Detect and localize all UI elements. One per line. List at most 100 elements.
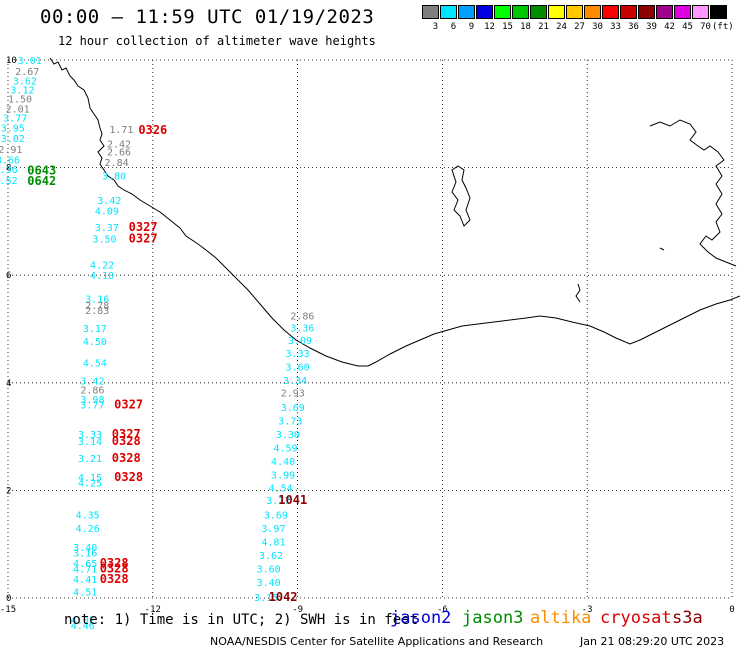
wave-height-value: 3.40 bbox=[73, 543, 97, 554]
wave-height-value: 3.77 bbox=[3, 114, 27, 125]
legend-swatch bbox=[566, 5, 583, 19]
wave-height-value: 4.26 bbox=[76, 524, 100, 535]
wave-height-value: 2.01 bbox=[6, 104, 30, 115]
legend-swatch bbox=[656, 5, 673, 19]
legend-bin-label: 70 bbox=[700, 22, 711, 32]
wave-height-value: 4.54 bbox=[83, 358, 107, 369]
y-tick-label: 10 bbox=[6, 56, 17, 66]
pass-time-label: 0327 bbox=[129, 232, 158, 246]
x-tick-label: 0 bbox=[729, 605, 734, 615]
pass-time-label: 0643 bbox=[27, 163, 56, 177]
wave-height-value: 3.69 bbox=[281, 403, 305, 414]
wave-height-value: 4.41 bbox=[73, 575, 97, 586]
wave-height-value: 3.60 bbox=[257, 564, 281, 575]
coastline bbox=[49, 57, 740, 367]
wave-height-value: 4.50 bbox=[83, 337, 107, 348]
legend-swatch bbox=[548, 5, 565, 19]
wave-height-value: 4.35 bbox=[76, 511, 100, 522]
y-tick-label: 4 bbox=[6, 379, 11, 389]
wave-height-value: 3.98 bbox=[80, 395, 104, 406]
legend-bin-label: 39 bbox=[646, 22, 657, 32]
y-tick-label: 6 bbox=[6, 271, 11, 281]
wave-height-value: 4.46 bbox=[71, 621, 95, 632]
wave-height-value: 2.91 bbox=[0, 145, 22, 156]
wave-height-value: 3.09 bbox=[288, 336, 312, 347]
pass-time-label: 0327 bbox=[114, 397, 143, 411]
wave-height-value: 4.22 bbox=[90, 260, 114, 271]
wave-height-value: 3.33 bbox=[286, 349, 310, 360]
satellite-pass-labels: 0326064306420327032703270327032803280328… bbox=[27, 123, 307, 604]
wave-height-value: 2.78 bbox=[85, 301, 109, 312]
wave-height-value: 3.16 bbox=[85, 294, 109, 305]
satellite-s3a-label: s3a bbox=[672, 608, 703, 628]
units-note: note: 1) Time is in UTC; 2) SWH is in fe… bbox=[64, 612, 419, 628]
legend-bin-label: 27 bbox=[574, 22, 585, 32]
pass-time-label: 0328 bbox=[100, 572, 129, 586]
wave-height-value: 2.42 bbox=[107, 139, 131, 150]
legend-swatch bbox=[602, 5, 619, 19]
pass-time-label: 0327 bbox=[129, 220, 158, 234]
wave-height-value: 4.40 bbox=[271, 457, 295, 468]
legend-swatch bbox=[620, 5, 637, 19]
wave-height-value: 2.86 bbox=[80, 385, 104, 396]
west-african-coastline bbox=[49, 57, 740, 367]
wave-height-value: 4.54 bbox=[269, 484, 293, 495]
wave-height-value: 3.42 bbox=[80, 377, 104, 388]
pass-time-label: 1041 bbox=[278, 493, 307, 507]
wave-height-value: 2.84 bbox=[105, 158, 129, 169]
legend-bin-label: 30 bbox=[592, 22, 603, 32]
wave-height-value: 3.52 bbox=[0, 176, 18, 187]
wave-height-value: 3.12 bbox=[10, 86, 34, 97]
legend-swatch bbox=[710, 5, 727, 19]
wave-height-value: 4.10 bbox=[90, 271, 114, 282]
wave-height-value: 3.77 bbox=[266, 496, 290, 507]
legend-bin-label: 42 bbox=[664, 22, 675, 32]
wave-height-value: 3.36 bbox=[0, 165, 18, 176]
x-tick-label: -3 bbox=[582, 605, 593, 615]
wave-height-value: 4.25 bbox=[78, 478, 102, 489]
wave-height-value: 3.15 bbox=[254, 593, 278, 604]
x-tick-label: -9 bbox=[292, 605, 303, 615]
wave-height-value: 3.36 bbox=[290, 323, 314, 334]
wave-height-value: 3.77 bbox=[80, 400, 104, 411]
wave-height-value: 3.42 bbox=[97, 196, 121, 207]
wave-height-value: 3.33 bbox=[78, 430, 102, 441]
wave-height-value: 4.02 bbox=[71, 616, 95, 627]
wave-height-value: 1.71 bbox=[109, 125, 133, 136]
legend-bin-label: 45 bbox=[682, 22, 693, 32]
legend-swatch bbox=[584, 5, 601, 19]
wave-height-value: 3.37 bbox=[95, 223, 119, 234]
y-tick-label: 2 bbox=[6, 486, 11, 496]
credit-text: NOAA/NESDIS Center for Satellite Applica… bbox=[210, 635, 544, 648]
legend-bin-label: 15 bbox=[502, 22, 513, 32]
wave-height-value: 3.97 bbox=[261, 524, 285, 535]
legend-bin-label: 33 bbox=[610, 22, 621, 32]
satellite-cryosat-label: cryosat bbox=[600, 608, 672, 628]
pass-time-label: 0328 bbox=[112, 434, 141, 448]
legend-bin-label: 12 bbox=[484, 22, 495, 32]
legend-unit-label: (ft) bbox=[712, 22, 734, 32]
pass-time-label: 0328 bbox=[112, 451, 141, 465]
wave-height-value: 3.62 bbox=[13, 76, 37, 87]
pass-time-label: 0328 bbox=[114, 470, 143, 484]
map-axes: -15 -12 -9 -6 -3 0 0 2 4 6 8 10 bbox=[0, 56, 735, 615]
generated-timestamp: Jan 21 08:29:20 UTC 2023 bbox=[580, 635, 725, 648]
legend-swatch bbox=[494, 5, 511, 19]
pass-time-label: 0328 bbox=[100, 556, 129, 570]
wave-height-value: 3.80 bbox=[102, 172, 126, 183]
legend-bin-label: 21 bbox=[538, 22, 549, 32]
legend-swatch bbox=[422, 5, 439, 19]
satellite-jason2-label: jason2 bbox=[390, 608, 452, 628]
wave-height-value: 3.01 bbox=[18, 56, 42, 67]
wave-height-value: 3.73 bbox=[278, 416, 302, 427]
legend-swatch bbox=[638, 5, 655, 19]
wave-height-value: 3.95 bbox=[1, 123, 25, 134]
legend-swatch bbox=[512, 5, 529, 19]
altimeter-observations: 3.012.673.623.121.502.013.773.953.022.91… bbox=[0, 56, 314, 632]
y-tick-label: 8 bbox=[6, 164, 11, 174]
wave-height-value: 3.34 bbox=[283, 376, 307, 387]
legend-bin-label: 3 bbox=[432, 22, 439, 32]
y-tick-label: 0 bbox=[6, 594, 11, 604]
wave-height-value: 3.66 bbox=[0, 156, 20, 167]
